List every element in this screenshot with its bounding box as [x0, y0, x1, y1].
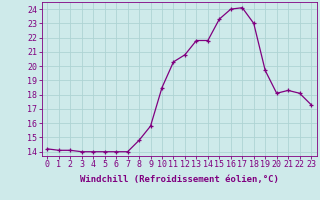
X-axis label: Windchill (Refroidissement éolien,°C): Windchill (Refroidissement éolien,°C)	[80, 175, 279, 184]
